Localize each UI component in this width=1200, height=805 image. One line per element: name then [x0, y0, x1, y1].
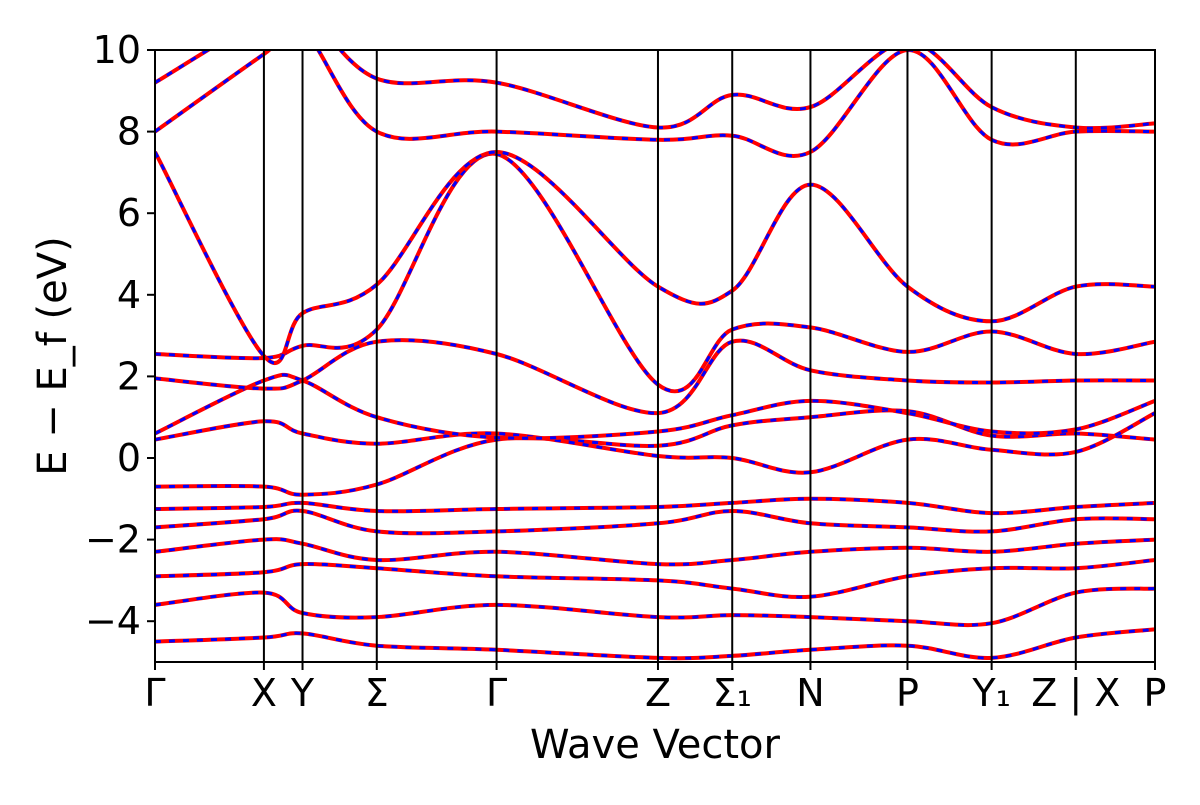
y-axis: −4 −2 0 2 4 6 8 10	[85, 28, 155, 643]
x-tick-label: Z	[645, 671, 671, 715]
x-tick-label: Z | X	[1031, 671, 1120, 716]
high-symmetry-lines	[262, 50, 1077, 662]
x-axis-label: Wave Vector	[530, 722, 781, 768]
band-9-dashed-line	[155, 338, 1155, 415]
band-4-dashed-line	[155, 509, 1155, 535]
y-tick-label: 2	[117, 354, 141, 398]
y-tick-label: 0	[117, 436, 141, 480]
y-tick-label: −4	[85, 599, 141, 643]
y-tick-label: −2	[85, 518, 141, 562]
band-13-line	[155, 50, 1155, 131]
x-tick-label: Y₁	[971, 671, 1010, 715]
band-10-dashed-line	[155, 152, 1155, 393]
band-0-dashed-line	[155, 627, 1155, 660]
y-tick-label: 8	[117, 110, 141, 154]
band-7-line	[155, 411, 1155, 475]
y-tick-label: 6	[117, 191, 141, 235]
band-2-dashed-line	[155, 558, 1155, 599]
x-tick-label: Γ	[144, 671, 165, 715]
x-tick-label: P	[896, 671, 919, 715]
band-10-line	[155, 151, 1155, 394]
y-tick-label: 10	[93, 28, 141, 72]
x-tick-label: Σ₁	[713, 671, 752, 715]
band-5-line	[155, 496, 1155, 516]
x-axis: Γ X Y Σ Γ Z Σ₁ N P Y₁ Z | X P	[144, 662, 1166, 716]
band-9-line	[155, 338, 1155, 416]
x-tick-label: X	[251, 671, 277, 715]
bands-layer	[155, 50, 1155, 661]
band-7-dashed-line	[155, 411, 1155, 475]
band-0-line	[155, 627, 1155, 661]
x-tick-label: N	[796, 671, 824, 715]
band-8-dashed-line	[155, 373, 1155, 440]
band-13-dashed-line	[155, 50, 1155, 130]
y-tick-label: 4	[117, 273, 141, 317]
x-tick-label: Y	[290, 671, 315, 715]
plot-frame	[154, 49, 1156, 663]
x-tick-label: Σ	[365, 671, 389, 715]
band-12-line	[155, 50, 1155, 158]
y-axis-label: E − E_f (eV)	[30, 236, 76, 475]
band-12-dashed-line	[155, 50, 1155, 158]
band-1-dashed-line	[155, 587, 1155, 627]
x-tick-label: Γ	[486, 671, 507, 715]
x-tick-label: P	[1144, 671, 1167, 715]
